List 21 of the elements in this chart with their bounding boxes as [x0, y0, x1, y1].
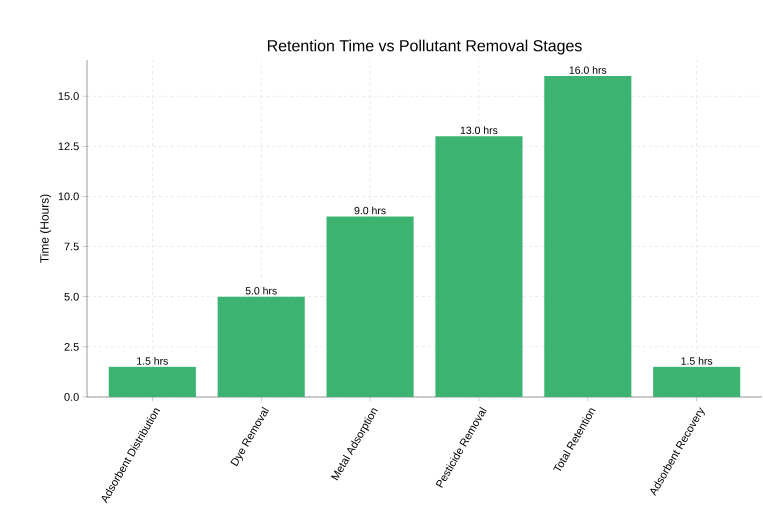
bar	[544, 76, 632, 397]
data-label: 9.0 hrs	[354, 206, 386, 214]
data-label: 16.0 hrs	[570, 66, 606, 74]
bar	[653, 366, 740, 397]
y-tick-label: 0.0	[64, 393, 79, 401]
bar	[326, 216, 414, 397]
y-tick-label: 5.0	[64, 292, 79, 301]
data-label: 13.0 hrs	[460, 126, 498, 134]
bar	[435, 136, 522, 397]
y-tick-label: 15.0	[58, 92, 79, 100]
data-label: 1.5 hrs	[137, 357, 168, 365]
data-label: 1.5 hrs	[681, 357, 712, 365]
y-tick-label: 10.0	[58, 192, 79, 200]
y-tick-label: 2.5	[64, 342, 79, 351]
data-label: 5.0 hrs	[246, 286, 277, 295]
y-axis-title: Time (Hours)	[40, 194, 52, 263]
chart-title: Retention Time vs Pollutant Removal Stages	[268, 40, 582, 54]
bar	[218, 296, 305, 397]
bar	[108, 366, 196, 397]
y-tick-label: 7.5	[64, 242, 79, 250]
y-tick-label: 12.5	[58, 142, 79, 150]
